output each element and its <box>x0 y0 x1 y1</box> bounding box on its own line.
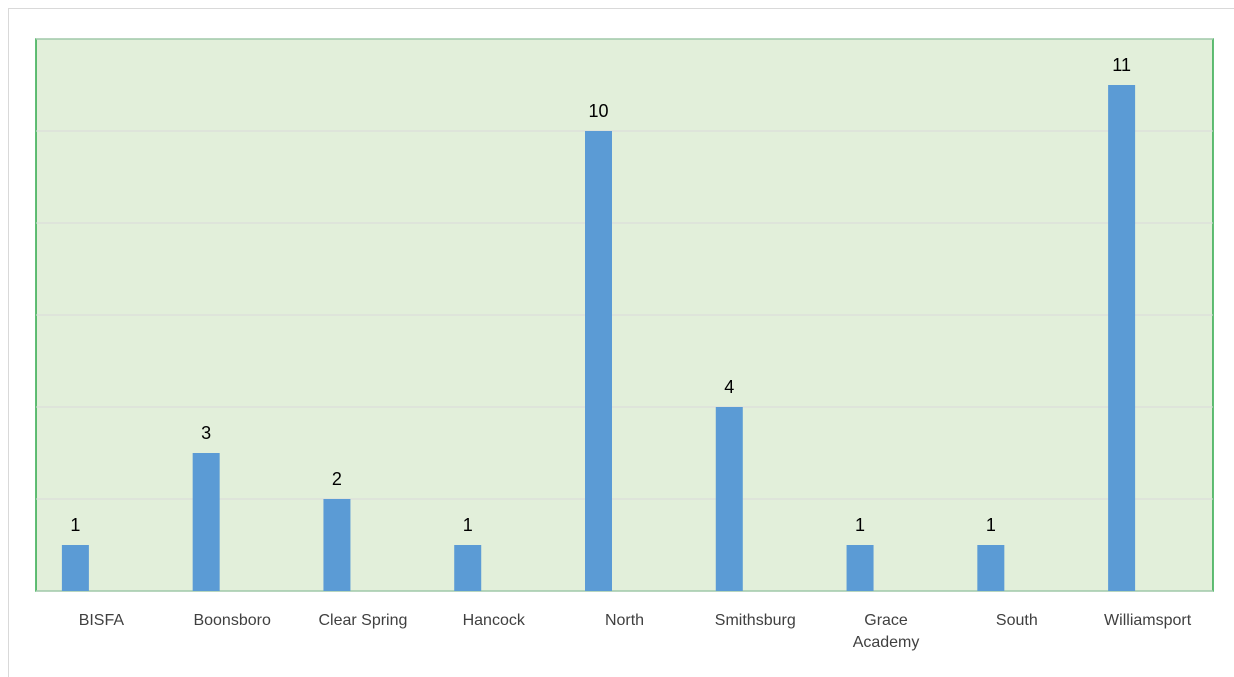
value-label: 11 <box>1112 55 1131 75</box>
x-tick-label: Smithsburg <box>714 612 796 629</box>
bar <box>1108 85 1136 591</box>
bar <box>715 407 743 591</box>
bar <box>977 545 1005 591</box>
x-tick-label: Hancock <box>462 612 525 629</box>
x-tick-label: BISFA <box>78 612 125 629</box>
bar <box>585 131 612 591</box>
value-label: 4 <box>724 377 734 397</box>
x-tick-label: South <box>995 612 1038 629</box>
value-label: 10 <box>588 101 608 121</box>
x-tick-label: Williamsport <box>1104 612 1192 629</box>
bar <box>846 545 874 591</box>
bar <box>192 453 220 591</box>
value-label: 3 <box>201 423 211 443</box>
value-label: 2 <box>332 469 342 489</box>
value-label: 1 <box>855 515 865 535</box>
value-label: 1 <box>986 515 996 535</box>
chart-frame <box>8 8 1234 677</box>
x-tick-label: Clear Spring <box>318 612 408 629</box>
x-tick-label: Boonsboro <box>193 612 271 629</box>
bar <box>454 545 482 591</box>
bar <box>61 545 89 591</box>
value-label: 1 <box>463 515 473 535</box>
value-label: 1 <box>70 515 80 535</box>
x-tick-label: Grace Academy <box>852 612 920 651</box>
bar <box>323 499 351 591</box>
x-tick-label: North <box>604 612 645 629</box>
